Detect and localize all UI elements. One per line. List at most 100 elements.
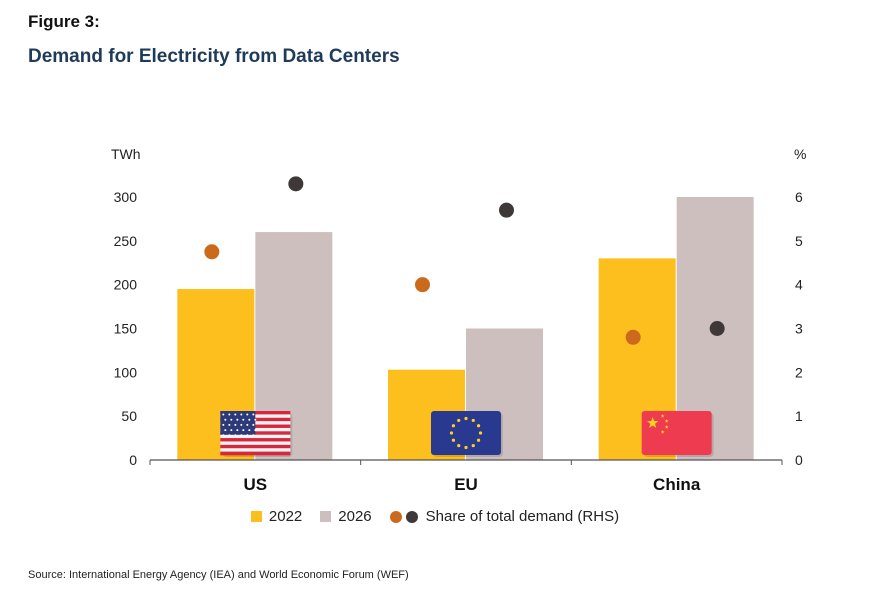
legend-label-2022: 2022 [268, 508, 303, 525]
y-tick-label: 150 [114, 321, 138, 337]
figure-label: Figure 3: [28, 12, 100, 31]
us-flag-star [254, 429, 257, 432]
us-flag-star [230, 429, 233, 432]
y-right-tick-label: 2 [795, 364, 803, 380]
bars-layer [177, 197, 754, 460]
us-flag-stripe [220, 444, 291, 449]
eu-flag-star [471, 418, 475, 423]
us-flag-stripe [220, 441, 291, 446]
us-flag-star [252, 413, 255, 416]
source-note: Source: International Energy Agency (IEA… [28, 569, 409, 581]
category-label-eu: EU [454, 475, 478, 494]
share-dot-us-2026 [288, 176, 304, 192]
eu-flag-star [476, 424, 481, 428]
share-dot-us-2022 [204, 244, 220, 260]
share-dot-eu-2022 [415, 277, 430, 293]
us-flag-star [234, 423, 237, 426]
us-flag-star [240, 434, 243, 437]
us-flag-star [236, 418, 239, 421]
y-right-tick-label: 5 [795, 233, 803, 249]
eu-flag-star [464, 416, 468, 421]
legend-label-share: Share of total demand (RHS) [425, 508, 620, 525]
eu-flag [431, 411, 503, 457]
us-flag-star [252, 423, 255, 426]
china-flag-star [660, 414, 665, 418]
y-tick-label: 200 [114, 277, 138, 293]
legend-label-2026: 2026 [338, 508, 372, 525]
bar-chart: US EU China 0 50 100 150 200 250 300 TWh 0 1 2 3 4 5 6% [111, 146, 806, 494]
china-flag-star [664, 419, 669, 423]
y-tick-label: 0 [129, 452, 137, 468]
legend-swatch-2026 [320, 511, 332, 522]
legend-item-2026: 2026 [320, 508, 372, 525]
eu-flag-star [457, 418, 461, 423]
eu-flag-star [471, 443, 475, 448]
us-flag-stripe [220, 438, 291, 442]
y-right-axis-label: % [794, 146, 806, 162]
share-dot-china-2026 [709, 321, 725, 336]
us-flag-canton [220, 411, 256, 435]
us-flag-star [234, 413, 237, 416]
eu-flag-star [449, 431, 454, 435]
eu-flag-star [476, 438, 481, 442]
legend-item-2022: 2022 [250, 508, 303, 525]
us-flag-star [246, 413, 249, 416]
eu-flag-star [451, 438, 456, 442]
y-right-tick-label: 4 [795, 277, 803, 293]
us-flag-star [242, 429, 245, 432]
china-flag-star [660, 430, 665, 434]
y-axis-label: TWh [111, 146, 141, 162]
us-flag-star [246, 423, 249, 426]
us-flag-star [228, 423, 231, 426]
eu-flag-star [457, 443, 461, 448]
us-flag-stripe [220, 448, 291, 452]
us-flag-star [246, 434, 249, 437]
legend-dot-2022 [389, 510, 402, 523]
china-flag-star [664, 425, 669, 429]
legend-swatch-2022 [250, 511, 262, 522]
share-dots-layer [204, 176, 725, 345]
us-flag-star [222, 434, 225, 437]
y-right-tick-label: 3 [795, 321, 803, 337]
eu-flag-star [478, 431, 483, 435]
us-flag-star [224, 418, 227, 421]
axes-layer: US EU China 0 50 100 150 200 250 300 TWh 0 1 2 3 4 5 6% [111, 146, 806, 494]
us-flag-star [224, 429, 227, 432]
figure-title: Demand for Electricity from Data Centers [28, 46, 400, 67]
category-label-china: China [653, 475, 701, 494]
y-tick-label: 300 [114, 189, 138, 205]
y-right-tick-label: 6 [795, 189, 803, 205]
us-flag [220, 411, 293, 457]
legend-dot-2026 [405, 510, 418, 523]
y-tick-label: 100 [114, 364, 138, 380]
us-flag-star [228, 434, 231, 437]
y-right-tick-label: 0 [795, 452, 803, 468]
us-flag-star [240, 413, 243, 416]
us-flag-star [228, 413, 231, 416]
eu-flag-field [431, 411, 501, 455]
flags-layer [220, 411, 714, 457]
us-flag-stripe [220, 451, 291, 456]
us-flag-star [222, 423, 225, 426]
us-flag-star [248, 418, 251, 421]
us-flag-stripe [220, 434, 291, 439]
legend: 2022 2026 Share of total demand (RHS) [0, 508, 870, 525]
us-flag-star [234, 434, 237, 437]
legend-item-share: Share of total demand (RHS) [389, 508, 620, 525]
eu-flag-star [451, 424, 456, 428]
y-right-tick-label: 1 [795, 408, 803, 424]
china-flag-field [641, 411, 712, 455]
category-label-us: US [244, 475, 268, 494]
share-dot-eu-2026 [499, 202, 514, 218]
us-flag-star [242, 418, 245, 421]
eu-flag-star [464, 445, 468, 450]
us-flag-star [254, 418, 257, 421]
us-flag-star [248, 429, 251, 432]
y-tick-label: 250 [114, 233, 138, 249]
us-flag-star [240, 423, 243, 426]
us-flag-star [252, 434, 255, 437]
us-flag-star [222, 413, 225, 416]
y-tick-label: 50 [121, 408, 137, 424]
china-flag-star [646, 417, 659, 428]
share-dot-china-2022 [625, 329, 641, 345]
